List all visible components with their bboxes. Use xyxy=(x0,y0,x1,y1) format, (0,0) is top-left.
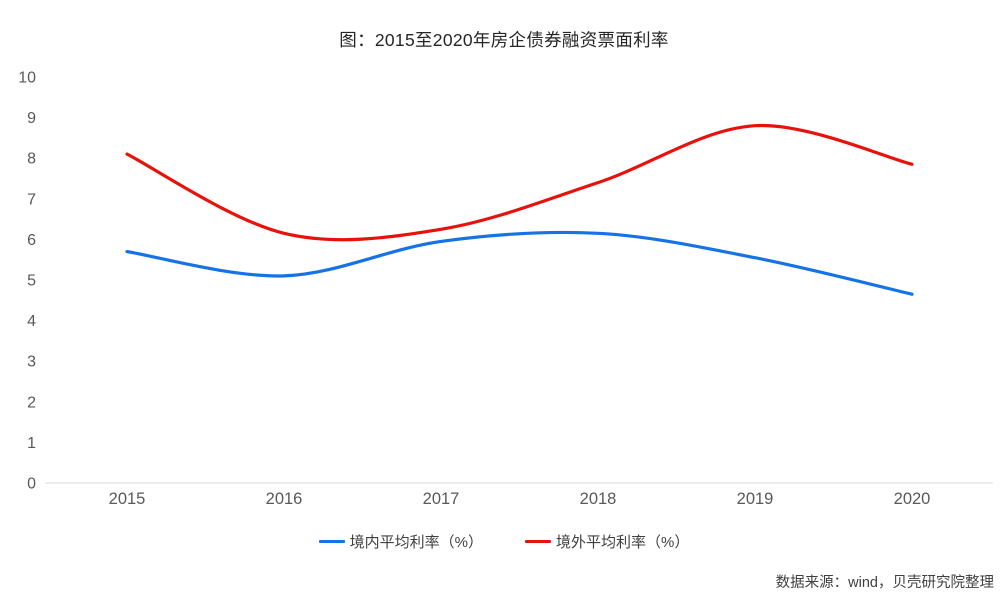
x-axis-tick-label: 2016 xyxy=(266,490,303,508)
y-axis-tick-label: 7 xyxy=(27,191,36,208)
series-line-0 xyxy=(125,230,914,296)
chart-title: 图：2015至2020年房企债券融资票面利率 xyxy=(339,30,669,50)
legend-item-domestic-rate: 境内平均利率（%） xyxy=(318,531,483,552)
x-axis-tick-label: 2018 xyxy=(580,490,617,508)
y-axis-tick-label: 1 xyxy=(27,435,36,452)
y-axis-tick-label: 0 xyxy=(27,476,36,493)
legend-label-overseas: 境外平均利率（%） xyxy=(556,534,690,551)
source-note: 数据来源：wind，贝壳研究院整理 xyxy=(775,575,994,591)
y-axis-tick-label: 8 xyxy=(27,151,36,168)
x-axis-tick-label: 2017 xyxy=(423,490,460,508)
legend-label-domestic: 境内平均利率（%） xyxy=(349,534,483,551)
y-axis-tick-label: 9 xyxy=(27,110,36,127)
legend-item-overseas-rate: 境外平均利率（%） xyxy=(525,531,689,552)
y-axis-tick-label: 5 xyxy=(27,273,36,290)
y-axis-tick-label: 10 xyxy=(18,70,36,87)
series-line-1 xyxy=(125,124,914,242)
y-axis-tick-label: 4 xyxy=(27,313,36,330)
chart-legend: 境内平均利率（%） 境外平均利率（%） xyxy=(0,531,1008,552)
y-axis-tick-label: 6 xyxy=(27,232,36,249)
x-axis-tick-label: 2019 xyxy=(737,490,774,508)
y-axis-tick-label: 3 xyxy=(27,354,36,371)
legend-line-swatch-domestic xyxy=(318,539,345,544)
legend-line-swatch-overseas xyxy=(525,539,551,544)
y-axis-tick-label: 2 xyxy=(27,394,36,411)
x-axis-tick-label: 2020 xyxy=(894,490,931,508)
x-axis-tick-label: 2015 xyxy=(109,490,146,508)
